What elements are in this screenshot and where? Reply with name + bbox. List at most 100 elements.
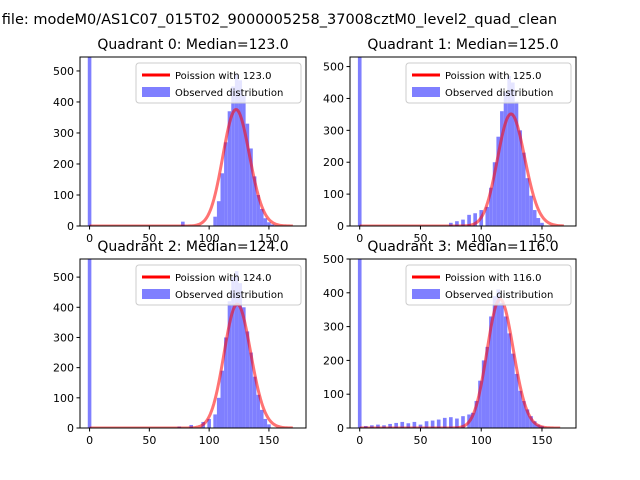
histogram-bar (521, 400, 526, 428)
histogram-bar (503, 316, 508, 428)
x-tick-label: 150 (258, 232, 279, 245)
histogram-bar (227, 301, 232, 428)
histogram-bar (430, 420, 435, 428)
histogram-bar (234, 74, 239, 226)
y-tick-label: 300 (323, 321, 344, 334)
histogram-bar (455, 418, 459, 428)
histogram-bar (518, 130, 522, 226)
y-tick-label: 200 (323, 354, 344, 367)
histogram-bar (510, 82, 515, 226)
axes-frame (79, 56, 307, 227)
y-tick-label: 500 (323, 253, 344, 266)
histogram-bar (525, 178, 530, 226)
histogram-bar (357, 259, 362, 428)
figure-title: n file: modeM0/AS1C07_015T02_9000005258_… (0, 12, 557, 28)
histogram-bar (473, 213, 477, 226)
y-tick-label: 400 (323, 287, 344, 300)
histogram-bar (256, 394, 260, 428)
histogram-bar (357, 57, 362, 226)
legend-box (405, 62, 572, 104)
histogram-bar (376, 424, 380, 428)
histogram-bar (514, 373, 519, 428)
histogram-bar (224, 142, 228, 226)
x-tick-label: 50 (142, 434, 156, 447)
legend-hist-label: Observed distribution (445, 290, 553, 301)
histogram-bar (529, 195, 533, 226)
histogram-bar (442, 417, 447, 428)
histogram-bar (249, 148, 253, 226)
quadrant-2-panel: 0 50 100 150 0 100 200 300 400 500 Quadrant 2: Med… (53, 239, 307, 447)
quadrant-1-panel: 0 50 100 150 0 100 200 300 400 500 Quadrant 1: Med… (323, 37, 577, 245)
histogram-bar (238, 80, 243, 226)
x-tick-label: 150 (258, 434, 279, 447)
legend-hist-swatch (142, 289, 170, 299)
histogram-bar (224, 337, 228, 428)
quadrant-1-title: Quadrant 1: Median=125.0 (367, 37, 558, 53)
histogram-bar (249, 352, 253, 428)
histogram-bar (503, 92, 508, 226)
histogram-bar (252, 376, 257, 428)
quadrant-3-panel: 0 50 100 150 0 100 200 300 400 500 Quadrant 3: Med… (323, 239, 577, 447)
x-tick-label: 0 (356, 232, 363, 245)
axes-frame (349, 258, 577, 429)
histogram-bar (388, 423, 392, 428)
histogram-bar (256, 194, 260, 226)
histogram-bar (481, 360, 486, 428)
histogram-bar (87, 259, 92, 428)
histogram-bar (394, 422, 398, 428)
histogram-bar (492, 162, 497, 226)
histogram-bar (270, 224, 275, 226)
legend-box (135, 62, 302, 104)
x-tick-label: 50 (413, 232, 427, 245)
histogram-bar (267, 424, 271, 428)
histogram-bar (461, 416, 465, 428)
x-tick-label: 100 (199, 232, 220, 245)
quadrant-0-title: Quadrant 0: Median=123.0 (97, 37, 288, 53)
x-tick-label: 0 (86, 232, 93, 245)
y-tick-label: 300 (53, 127, 74, 140)
legend-hist-label: Observed distribution (175, 290, 283, 301)
histogram-bar (238, 283, 243, 428)
y-tick-label: 0 (67, 220, 74, 233)
histogram-bar (474, 400, 479, 428)
histogram-bar (467, 214, 471, 226)
y-tick-label: 500 (323, 61, 344, 74)
poisson-fit-line (359, 112, 565, 226)
histogram-bar (259, 208, 264, 226)
legend-fit-label: Poission with 123.0 (175, 71, 271, 82)
quadrant-3-plot-area (357, 259, 561, 428)
y-tick-label: 200 (323, 156, 344, 169)
histogram-bar (87, 57, 92, 226)
histogram-bar (449, 417, 453, 428)
histogram-bar (424, 421, 429, 428)
histogram-bar (536, 218, 541, 226)
y-tick-label: 100 (53, 189, 74, 202)
x-tick-label: 100 (471, 434, 492, 447)
quadrant-2-title: Quadrant 2: Median=124.0 (97, 239, 288, 255)
y-tick-label: 500 (53, 65, 74, 78)
histogram-bar (514, 101, 519, 226)
histogram-bar (507, 76, 511, 226)
y-tick-label: 300 (323, 124, 344, 137)
histogram-bar (489, 316, 493, 428)
quadrant-0-panel: 0 50 100 150 0 100 200 300 400 500 Quadrant 0: Med… (53, 37, 307, 245)
legend-hist-swatch (142, 87, 170, 97)
histogram-bar (213, 216, 217, 226)
histogram-bar (412, 421, 417, 428)
histogram-bar (510, 353, 515, 428)
x-tick-label: 50 (413, 434, 427, 447)
axes-frame (79, 258, 307, 429)
y-tick-label: 200 (53, 362, 74, 375)
y-tick-label: 100 (53, 392, 74, 405)
poisson-fit-line (359, 297, 561, 428)
histogram-bar (518, 390, 522, 428)
quadrant-1-plot-area (357, 57, 565, 226)
x-tick-label: 150 (531, 434, 552, 447)
legend-fit-label: Poission with 125.0 (445, 71, 541, 82)
legend-fit-label: Poission with 124.0 (175, 273, 271, 284)
histogram-bar (492, 296, 497, 428)
histogram-bar (227, 111, 232, 226)
x-tick-label: 150 (531, 232, 552, 245)
histogram-bar (242, 307, 246, 428)
y-tick-label: 0 (337, 220, 344, 233)
